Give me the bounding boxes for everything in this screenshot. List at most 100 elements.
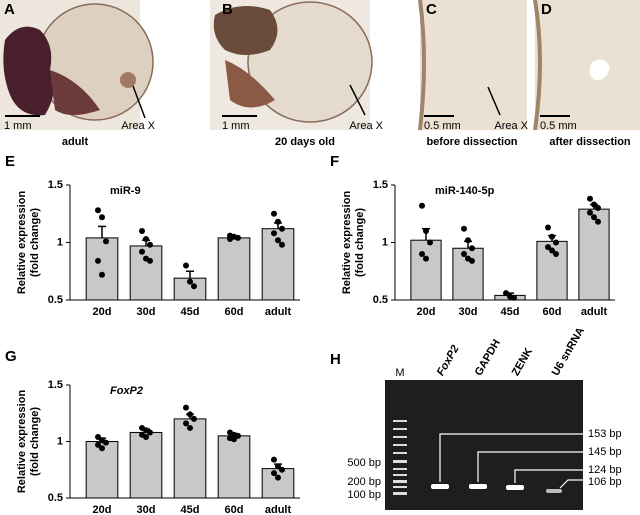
band-label: 145 bp [588, 446, 622, 458]
panel-label: A [4, 1, 15, 18]
data-point [183, 262, 189, 269]
data-point [271, 230, 277, 237]
bar [261, 468, 295, 499]
y-tick-label: 0.5 [373, 294, 388, 306]
data-point [545, 224, 551, 231]
data-point [235, 432, 241, 439]
x-tick-label: 20d [417, 306, 436, 318]
bar [217, 435, 251, 499]
data-point [553, 239, 559, 246]
data-point [271, 470, 277, 477]
chart-title: miR-140-5p [435, 185, 495, 197]
y-tick-label: 1.5 [48, 379, 63, 391]
data-point [587, 195, 593, 202]
lane-label: M [395, 367, 404, 379]
panel-label: C [426, 1, 437, 18]
scale-label: 0.5 mm [424, 120, 461, 132]
annotation: Area X [349, 120, 383, 132]
data-point [99, 214, 105, 221]
x-tick-label: 45d [501, 306, 520, 318]
x-tick-label: 30d [137, 504, 156, 515]
photo-b [210, 0, 373, 130]
bar [129, 431, 163, 499]
data-point [139, 228, 145, 234]
data-point [235, 234, 241, 241]
data-point [231, 436, 237, 443]
data-point [549, 247, 555, 254]
data-point [191, 415, 197, 422]
caption: after dissection [549, 136, 631, 148]
data-point [147, 241, 153, 248]
data-point [275, 463, 281, 470]
data-point [95, 207, 101, 214]
scale-label: 1 mm [222, 120, 250, 132]
panel-label: B [222, 1, 233, 18]
data-point [423, 255, 429, 262]
data-point [99, 271, 105, 278]
data-point [279, 466, 285, 473]
data-point [227, 236, 233, 243]
bar [217, 237, 251, 301]
panel-label: D [541, 1, 552, 18]
data-point [465, 237, 471, 244]
x-tick-label: 45d [181, 306, 200, 318]
data-point [469, 257, 475, 264]
band-label: 124 bp [588, 464, 622, 476]
data-point [99, 445, 105, 452]
data-point [279, 241, 285, 248]
bar [578, 208, 610, 301]
caption: adult [62, 136, 89, 148]
data-point [187, 424, 193, 431]
y-axis-label: (fold change) [29, 407, 41, 476]
data-point [595, 218, 601, 225]
lane-label: ZENK [510, 346, 535, 378]
data-point [553, 251, 559, 257]
y-tick-label: 1 [57, 435, 63, 447]
data-point [591, 201, 597, 208]
data-point [423, 228, 429, 234]
annotation: Area X [494, 120, 528, 132]
data-point [183, 420, 189, 427]
y-tick-label: 1 [57, 236, 63, 248]
data-point [511, 294, 517, 301]
y-axis-label: Relative expression [16, 191, 28, 295]
x-tick-label: 30d [459, 306, 478, 318]
y-axis-label: (fold change) [29, 208, 41, 277]
annotation: Area X [121, 120, 155, 132]
y-tick-label: 1.5 [373, 179, 388, 191]
panel-label: H [330, 351, 341, 368]
data-point [595, 205, 601, 211]
data-point [191, 283, 197, 290]
x-tick-label: adult [581, 306, 608, 318]
x-tick-label: 60d [225, 504, 244, 515]
data-point [591, 214, 597, 221]
data-point [187, 278, 193, 285]
bar [173, 418, 207, 499]
ladder-label: 500 bp [347, 457, 381, 469]
photo-c [418, 0, 527, 131]
ladder-label: 200 bp [347, 476, 381, 488]
x-tick-label: 60d [225, 306, 244, 318]
panel-label: F [330, 153, 339, 170]
data-point [103, 238, 109, 245]
data-point [147, 257, 153, 264]
chart-title: miR-9 [110, 185, 141, 197]
band-label: 106 bp [588, 476, 622, 488]
data-point [271, 210, 277, 217]
x-tick-label: adult [265, 504, 292, 515]
chart-title: FoxP2 [110, 385, 143, 397]
scale-label: 1 mm [4, 120, 32, 132]
data-point [143, 433, 149, 440]
data-point [187, 411, 193, 418]
x-tick-label: 60d [543, 306, 562, 318]
data-point [275, 237, 281, 244]
y-axis-label: Relative expression [341, 191, 353, 295]
photo-a [0, 0, 154, 130]
bar [129, 245, 163, 301]
bar [85, 237, 119, 301]
lane-label: U6 snRNA [550, 325, 587, 378]
scale-label: 0.5 mm [540, 120, 577, 132]
ladder [393, 420, 407, 495]
y-tick-label: 0.5 [48, 492, 63, 504]
y-axis-label: Relative expression [16, 390, 28, 494]
